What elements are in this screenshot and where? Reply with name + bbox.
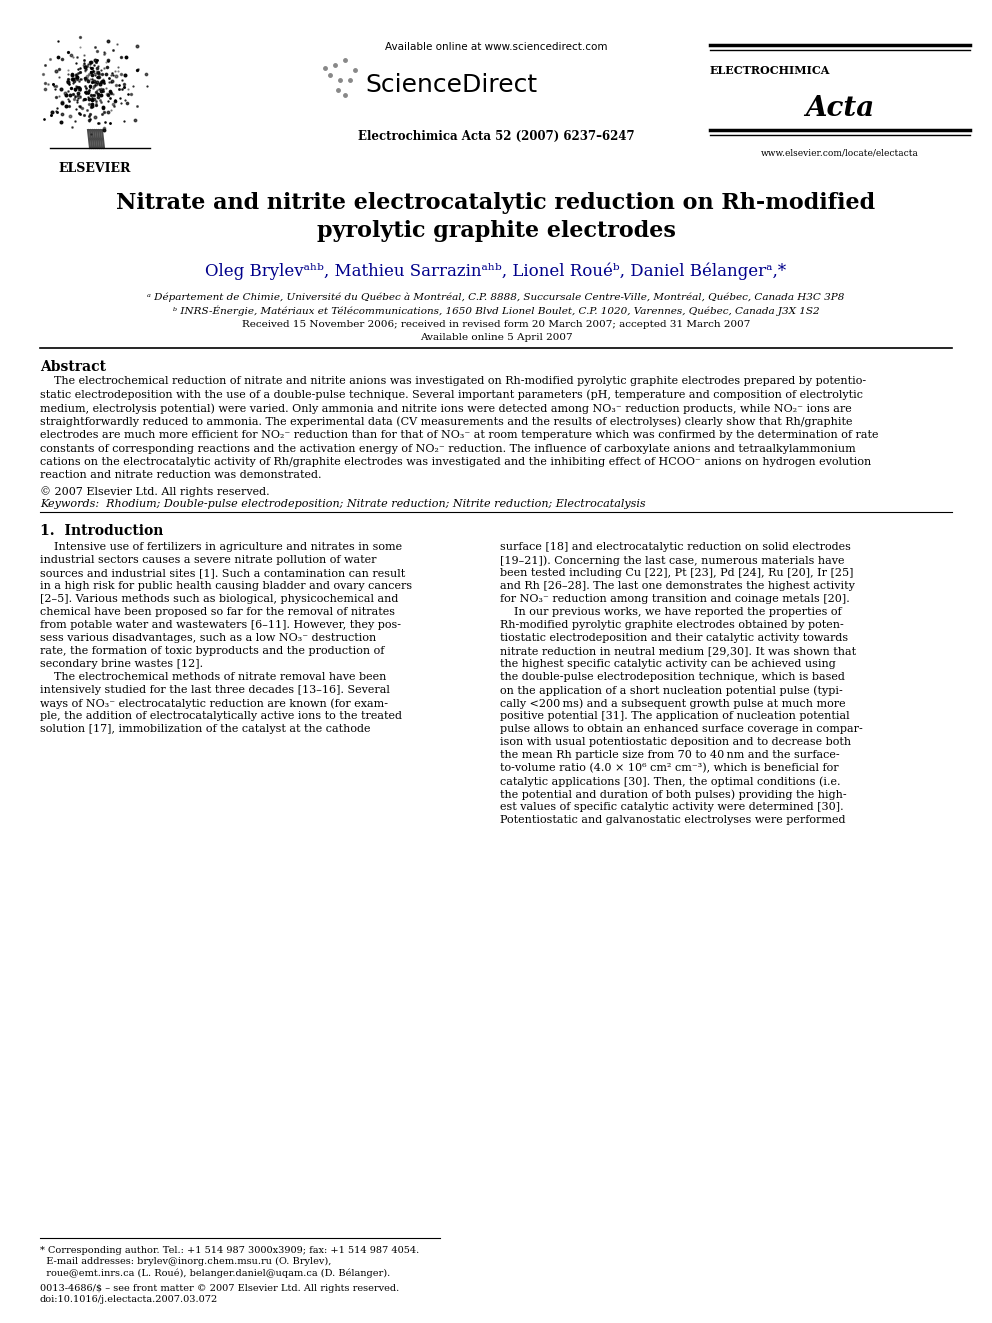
Text: for NO₃⁻ reduction among transition and coinage metals [20].: for NO₃⁻ reduction among transition and … <box>500 594 850 605</box>
Text: solution [17], immobilization of the catalyst at the cathode: solution [17], immobilization of the cat… <box>40 724 370 734</box>
Text: est values of specific catalytic activity were determined [30].: est values of specific catalytic activit… <box>500 802 843 812</box>
Text: pulse allows to obtain an enhanced surface coverage in compar-: pulse allows to obtain an enhanced surfa… <box>500 724 863 734</box>
Text: straightforwardly reduced to ammonia. The experimental data (CV measurements and: straightforwardly reduced to ammonia. Th… <box>40 417 852 427</box>
Text: Keywords:  Rhodium; Double-pulse electrodeposition; Nitrate reduction; Nitrite r: Keywords: Rhodium; Double-pulse electrod… <box>40 499 646 509</box>
Text: ELECTROCHIMICA: ELECTROCHIMICA <box>710 65 830 75</box>
Text: chemical have been proposed so far for the removal of nitrates: chemical have been proposed so far for t… <box>40 607 395 617</box>
Text: [2–5]. Various methods such as biological, physicochemical and: [2–5]. Various methods such as biologica… <box>40 594 399 605</box>
Text: 1.  Introduction: 1. Introduction <box>40 524 164 538</box>
Text: on the application of a short nucleation potential pulse (typi-: on the application of a short nucleation… <box>500 685 843 696</box>
Text: www.elsevier.com/locate/electacta: www.elsevier.com/locate/electacta <box>761 148 919 157</box>
Text: Oleg Brylevᵃʰᵇ, Mathieu Sarrazinᵃʰᵇ, Lionel Rouéᵇ, Daniel Bélangerᵃ,*: Oleg Brylevᵃʰᵇ, Mathieu Sarrazinᵃʰᵇ, Lio… <box>205 262 787 279</box>
Text: Electrochimica Acta 52 (2007) 6237–6247: Electrochimica Acta 52 (2007) 6237–6247 <box>358 130 634 143</box>
Text: ScienceDirect: ScienceDirect <box>365 73 537 97</box>
Text: E-mail addresses: brylev@inorg.chem.msu.ru (O. Brylev),: E-mail addresses: brylev@inorg.chem.msu.… <box>40 1257 331 1266</box>
Text: ELSEVIER: ELSEVIER <box>59 161 131 175</box>
Text: [19–21]). Concerning the last case, numerous materials have: [19–21]). Concerning the last case, nume… <box>500 556 844 565</box>
Text: intensively studied for the last three decades [13–16]. Several: intensively studied for the last three d… <box>40 685 390 695</box>
Text: sources and industrial sites [1]. Such a contamination can result: sources and industrial sites [1]. Such a… <box>40 568 406 578</box>
Text: Abstract: Abstract <box>40 360 106 374</box>
Text: In our previous works, we have reported the properties of: In our previous works, we have reported … <box>500 607 841 617</box>
Text: the potential and duration of both pulses) providing the high-: the potential and duration of both pulse… <box>500 789 846 799</box>
Text: to-volume ratio (4.0 × 10⁶ cm² cm⁻³), which is beneficial for: to-volume ratio (4.0 × 10⁶ cm² cm⁻³), wh… <box>500 763 838 774</box>
Text: * Corresponding author. Tel.: +1 514 987 3000x3909; fax: +1 514 987 4054.: * Corresponding author. Tel.: +1 514 987… <box>40 1246 420 1256</box>
Text: ᵃ Département de Chimie, Université du Québec à Montréal, C.P. 8888, Succursale : ᵃ Département de Chimie, Université du Q… <box>148 292 844 302</box>
Text: been tested including Cu [22], Pt [23], Pd [24], Ru [20], Ir [25]: been tested including Cu [22], Pt [23], … <box>500 568 853 578</box>
Text: sess various disadvantages, such as a low NO₃⁻ destruction: sess various disadvantages, such as a lo… <box>40 632 376 643</box>
Text: secondary brine wastes [12].: secondary brine wastes [12]. <box>40 659 203 669</box>
Text: nitrate reduction in neutral medium [29,30]. It was shown that: nitrate reduction in neutral medium [29,… <box>500 646 856 656</box>
Text: ple, the addition of electrocatalytically active ions to the treated: ple, the addition of electrocatalyticall… <box>40 710 402 721</box>
Text: Available online at www.sciencedirect.com: Available online at www.sciencedirect.co… <box>385 42 607 52</box>
Text: surface [18] and electrocatalytic reduction on solid electrodes: surface [18] and electrocatalytic reduct… <box>500 542 851 552</box>
Text: 0013-4686/$ – see front matter © 2007 Elsevier Ltd. All rights reserved.: 0013-4686/$ – see front matter © 2007 El… <box>40 1285 399 1293</box>
Text: pyrolytic graphite electrodes: pyrolytic graphite electrodes <box>316 220 676 242</box>
Text: in a high risk for public health causing bladder and ovary cancers: in a high risk for public health causing… <box>40 581 412 591</box>
Text: ways of NO₃⁻ electrocatalytic reduction are known (for exam-: ways of NO₃⁻ electrocatalytic reduction … <box>40 699 388 709</box>
Text: static electrodeposition with the use of a double-pulse technique. Several impor: static electrodeposition with the use of… <box>40 389 863 400</box>
Text: reaction and nitrate reduction was demonstrated.: reaction and nitrate reduction was demon… <box>40 471 321 480</box>
Text: the double-pulse electrodeposition technique, which is based: the double-pulse electrodeposition techn… <box>500 672 845 681</box>
Text: Received 15 November 2006; received in revised form 20 March 2007; accepted 31 M: Received 15 November 2006; received in r… <box>242 320 750 329</box>
Text: the highest specific catalytic activity can be achieved using: the highest specific catalytic activity … <box>500 659 835 669</box>
Text: The electrochemical methods of nitrate removal have been: The electrochemical methods of nitrate r… <box>40 672 386 681</box>
Text: Acta: Acta <box>806 95 875 122</box>
Text: Nitrate and nitrite electrocatalytic reduction on Rh-modified: Nitrate and nitrite electrocatalytic red… <box>116 192 876 214</box>
Text: positive potential [31]. The application of nucleation potential: positive potential [31]. The application… <box>500 710 849 721</box>
Text: the mean Rh particle size from 70 to 40 nm and the surface-: the mean Rh particle size from 70 to 40 … <box>500 750 839 759</box>
Text: electrodes are much more efficient for NO₂⁻ reduction than for that of NO₃⁻ at r: electrodes are much more efficient for N… <box>40 430 879 441</box>
Text: industrial sectors causes a severe nitrate pollution of water: industrial sectors causes a severe nitra… <box>40 556 377 565</box>
Text: Potentiostatic and galvanostatic electrolyses were performed: Potentiostatic and galvanostatic electro… <box>500 815 845 826</box>
Text: Intensive use of fertilizers in agriculture and nitrates in some: Intensive use of fertilizers in agricult… <box>40 542 402 552</box>
Text: ᵇ INRS-Énergie, Matériaux et Télécommunications, 1650 Blvd Lionel Boulet, C.P. 1: ᵇ INRS-Énergie, Matériaux et Télécommuni… <box>173 306 819 316</box>
Text: and Rh [26–28]. The last one demonstrates the highest activity: and Rh [26–28]. The last one demonstrate… <box>500 581 855 591</box>
Text: Available online 5 April 2007: Available online 5 April 2007 <box>420 333 572 343</box>
Text: roue@emt.inrs.ca (L. Roué), belanger.daniel@uqam.ca (D. Bélanger).: roue@emt.inrs.ca (L. Roué), belanger.dan… <box>40 1267 390 1278</box>
Text: cations on the electrocatalytic activity of Rh/graphite electrodes was investiga: cations on the electrocatalytic activity… <box>40 456 871 467</box>
Text: medium, electrolysis potential) were varied. Only ammonia and nitrite ions were : medium, electrolysis potential) were var… <box>40 404 852 414</box>
Text: rate, the formation of toxic byproducts and the production of: rate, the formation of toxic byproducts … <box>40 646 384 656</box>
Text: © 2007 Elsevier Ltd. All rights reserved.: © 2007 Elsevier Ltd. All rights reserved… <box>40 486 270 496</box>
Text: Rh-modified pyrolytic graphite electrodes obtained by poten-: Rh-modified pyrolytic graphite electrode… <box>500 620 844 630</box>
Text: catalytic applications [30]. Then, the optimal conditions (i.e.: catalytic applications [30]. Then, the o… <box>500 777 840 787</box>
Text: cally <200 ms) and a subsequent growth pulse at much more: cally <200 ms) and a subsequent growth p… <box>500 699 845 709</box>
Text: doi:10.1016/j.electacta.2007.03.072: doi:10.1016/j.electacta.2007.03.072 <box>40 1295 218 1304</box>
Text: constants of corresponding reactions and the activation energy of NO₂⁻ reduction: constants of corresponding reactions and… <box>40 443 856 454</box>
Text: from potable water and wastewaters [6–11]. However, they pos-: from potable water and wastewaters [6–11… <box>40 620 401 630</box>
Text: tiostatic electrodeposition and their catalytic activity towards: tiostatic electrodeposition and their ca… <box>500 632 848 643</box>
Text: ison with usual potentiostatic deposition and to decrease both: ison with usual potentiostatic depositio… <box>500 737 851 747</box>
Text: The electrochemical reduction of nitrate and nitrite anions was investigated on : The electrochemical reduction of nitrate… <box>40 376 866 386</box>
